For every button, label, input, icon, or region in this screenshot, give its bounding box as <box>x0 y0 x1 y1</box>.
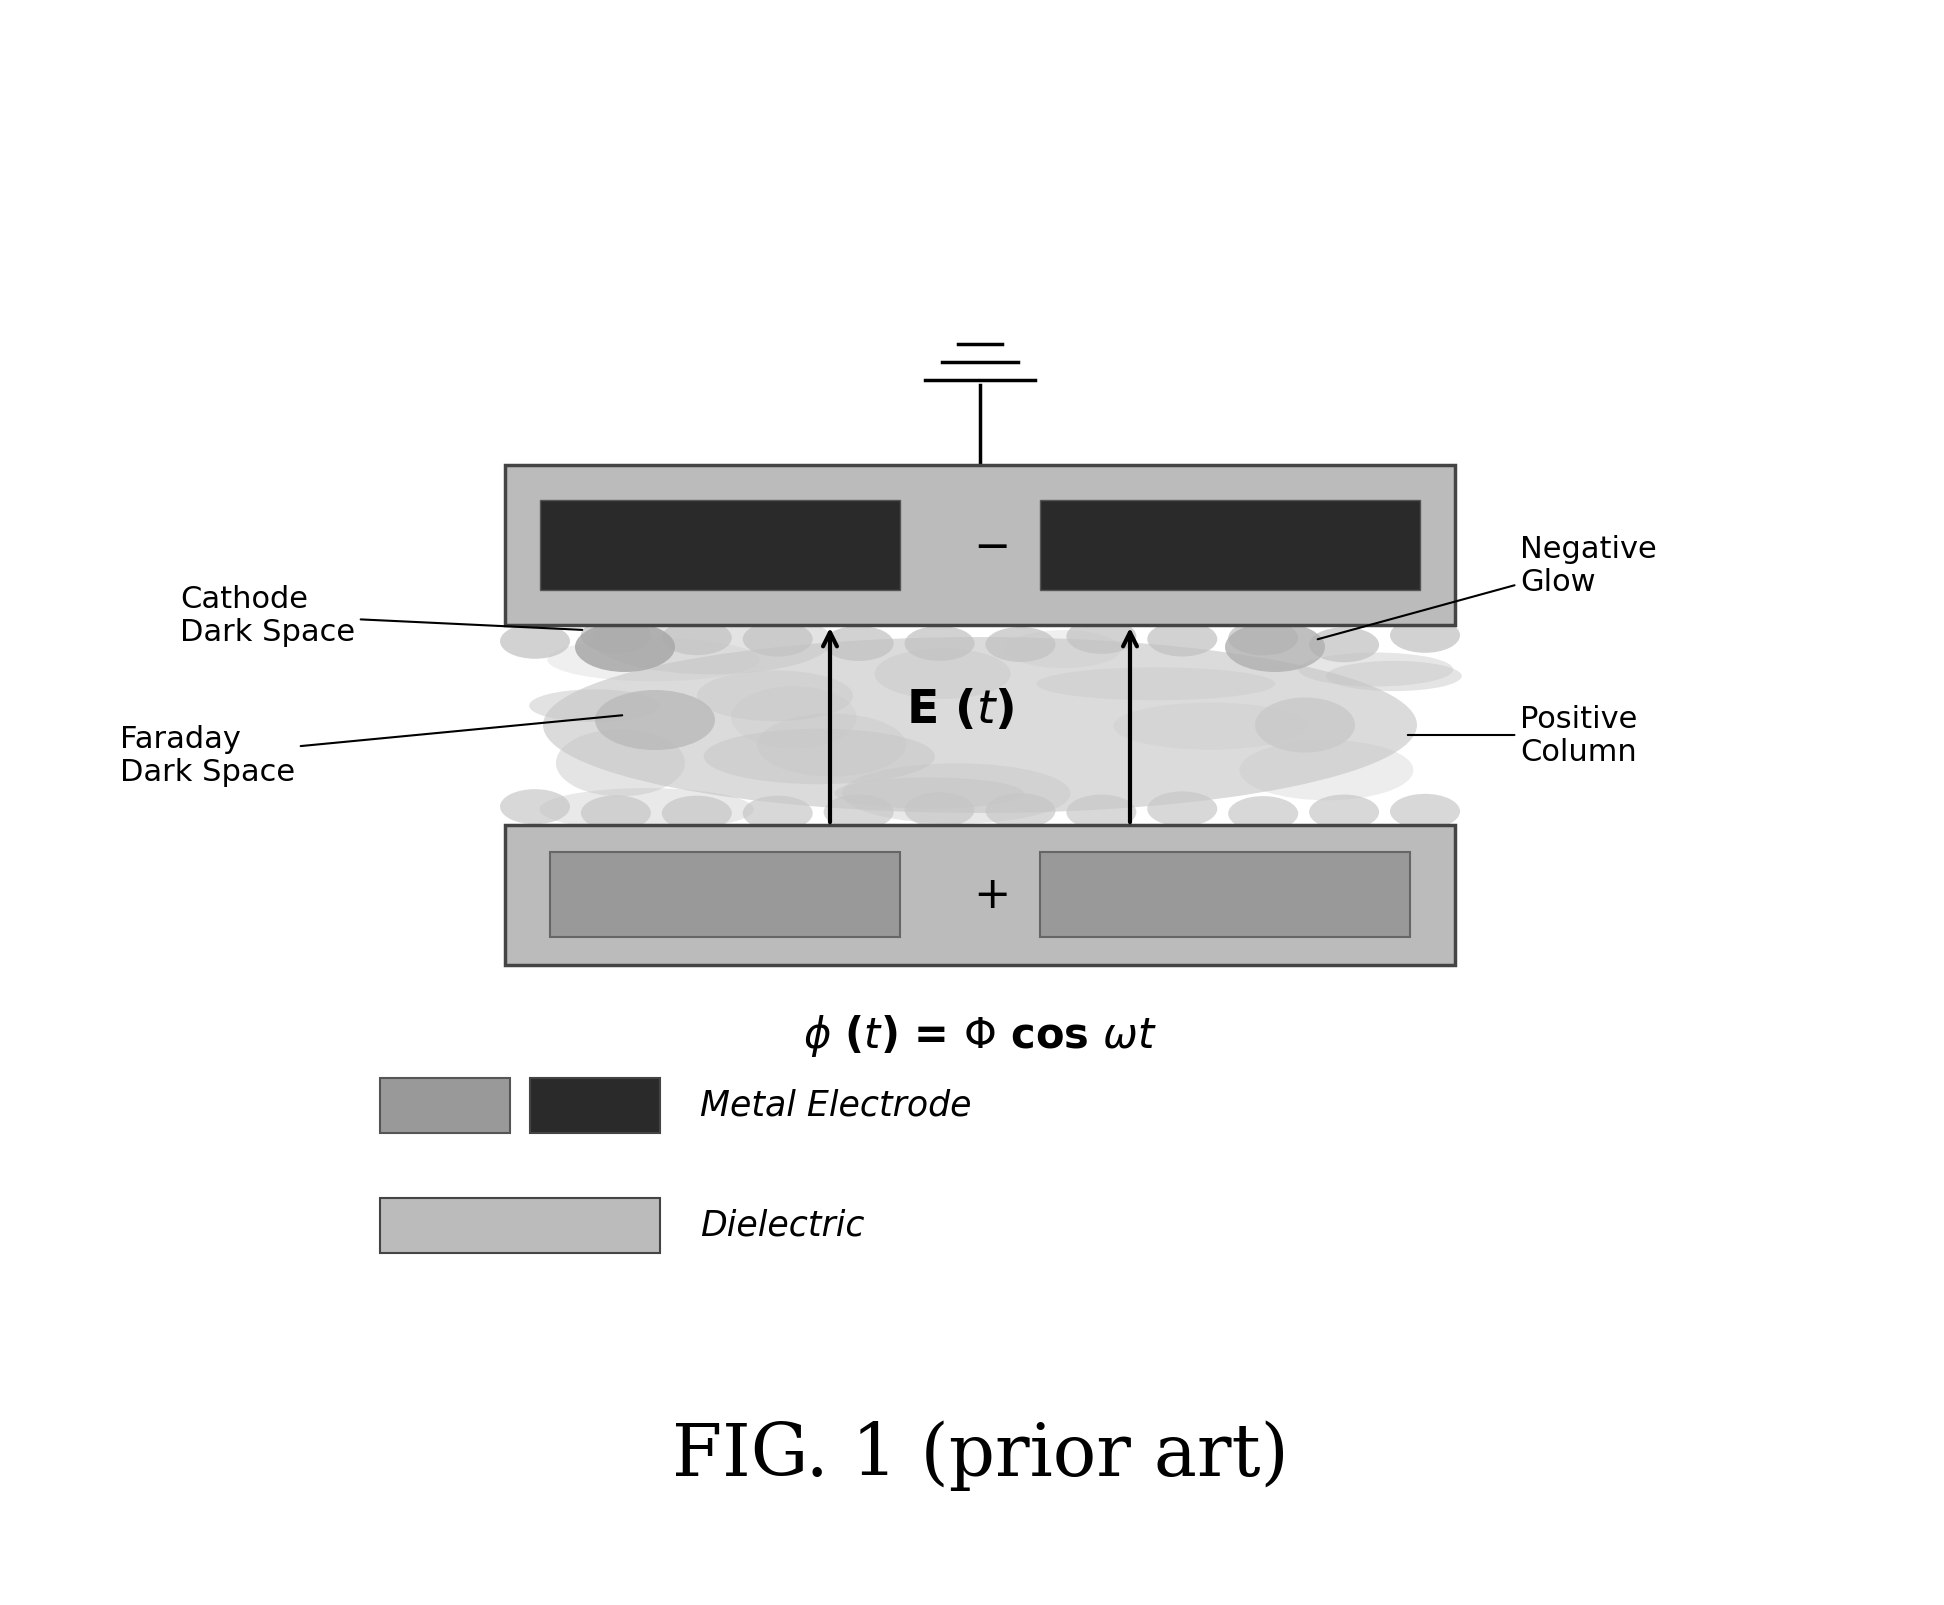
Bar <box>1040 501 1419 591</box>
Ellipse shape <box>904 626 974 661</box>
Ellipse shape <box>661 796 731 831</box>
Ellipse shape <box>581 796 651 831</box>
Ellipse shape <box>1390 794 1460 830</box>
Text: FIG. 1 (prior art): FIG. 1 (prior art) <box>671 1420 1289 1491</box>
Text: $+$: $+$ <box>972 875 1007 916</box>
Ellipse shape <box>500 624 570 660</box>
Ellipse shape <box>875 648 1011 700</box>
Ellipse shape <box>834 778 1024 809</box>
Ellipse shape <box>500 790 570 825</box>
Ellipse shape <box>1067 620 1137 655</box>
Text: Metal Electrode: Metal Electrode <box>700 1088 972 1122</box>
Ellipse shape <box>1326 661 1462 692</box>
Ellipse shape <box>548 639 760 682</box>
Text: Positive
Column: Positive Column <box>1407 705 1637 767</box>
Ellipse shape <box>575 623 675 672</box>
Ellipse shape <box>1114 703 1308 750</box>
Ellipse shape <box>581 618 651 653</box>
Ellipse shape <box>743 796 813 831</box>
Ellipse shape <box>1390 618 1460 653</box>
Bar <box>379 1079 509 1133</box>
Text: $-$: $-$ <box>972 525 1007 567</box>
Ellipse shape <box>986 794 1056 828</box>
Text: Faraday
Dark Space: Faraday Dark Space <box>121 716 622 786</box>
Bar <box>1040 852 1409 937</box>
Ellipse shape <box>824 794 894 830</box>
Ellipse shape <box>1005 631 1122 669</box>
Ellipse shape <box>1299 653 1454 687</box>
Text: Dielectric: Dielectric <box>700 1209 865 1242</box>
Ellipse shape <box>1229 796 1299 831</box>
Ellipse shape <box>1147 791 1217 827</box>
Ellipse shape <box>1308 628 1378 663</box>
Ellipse shape <box>1067 794 1137 830</box>
Ellipse shape <box>556 730 684 798</box>
Text: Cathode
Dark Space: Cathode Dark Space <box>181 584 581 647</box>
Ellipse shape <box>542 637 1417 814</box>
Ellipse shape <box>986 628 1056 663</box>
Ellipse shape <box>842 764 1071 825</box>
Bar <box>540 501 900 591</box>
Ellipse shape <box>529 690 659 722</box>
Text: $\mathbf{E}$ $\mathbf{(}$$\mathbf{\mathit{t}}$$\mathbf{)}$: $\mathbf{E}$ $\mathbf{(}$$\mathbf{\mathi… <box>906 689 1015 733</box>
Bar <box>531 1079 661 1133</box>
Ellipse shape <box>593 607 832 674</box>
Ellipse shape <box>661 621 731 656</box>
Ellipse shape <box>595 690 715 751</box>
Text: Negative
Glow: Negative Glow <box>1318 534 1656 640</box>
Bar <box>379 1197 661 1254</box>
Ellipse shape <box>1256 698 1355 753</box>
Bar <box>505 825 1454 965</box>
Ellipse shape <box>696 671 853 722</box>
Bar <box>505 465 1454 626</box>
Ellipse shape <box>1036 668 1275 701</box>
Ellipse shape <box>1147 623 1217 656</box>
Ellipse shape <box>824 626 894 661</box>
Bar <box>550 852 900 937</box>
Ellipse shape <box>538 788 754 831</box>
Ellipse shape <box>904 793 974 828</box>
Ellipse shape <box>731 687 857 750</box>
Ellipse shape <box>1225 623 1326 672</box>
Ellipse shape <box>1308 794 1378 830</box>
Ellipse shape <box>1229 621 1299 656</box>
Text: $\phi$ ($\mathit{t}$) = $\Phi$ $\mathbf{cos}$ $\omega$$\mathit{t}$: $\phi$ ($\mathit{t}$) = $\Phi$ $\mathbf{… <box>803 1013 1157 1058</box>
Ellipse shape <box>756 714 906 777</box>
Ellipse shape <box>1240 740 1413 801</box>
Ellipse shape <box>704 729 935 785</box>
Ellipse shape <box>743 623 813 656</box>
